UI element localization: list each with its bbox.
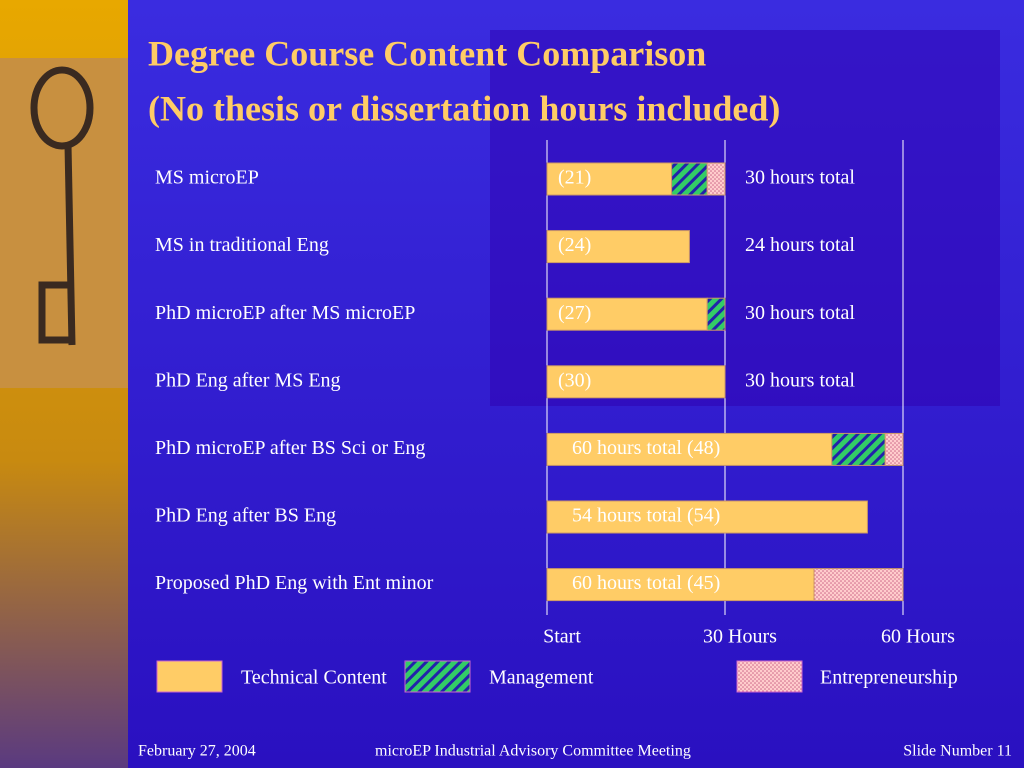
panel [490, 30, 1000, 406]
bar-segment [546, 432, 833, 466]
category-label: PhD Eng after MS Eng [155, 369, 341, 391]
total-label: 54 hours total [572, 505, 682, 527]
footer-slide: Slide Number 11 [903, 743, 1012, 760]
category-label: MS microEP [155, 167, 259, 189]
key [30, 66, 94, 346]
footer-meeting: microEP Industrial Advisory Committee Me… [375, 743, 691, 760]
total-label: 60 hours total [572, 437, 682, 459]
bar-segment [706, 162, 726, 196]
total-label: 30 hours total [745, 302, 855, 324]
bar-segment [813, 568, 904, 602]
total-label: 60 hours total [572, 572, 682, 594]
bar-segment [884, 432, 904, 466]
bar-segment [546, 365, 726, 399]
legend-swatch [156, 660, 223, 693]
total-label: 24 hours total [745, 234, 855, 256]
legend-label: Entrepreneurship [820, 667, 958, 689]
bar-segment [831, 432, 886, 466]
x-tick-label: 60 Hours [881, 626, 955, 648]
bar-segment [671, 162, 708, 196]
category-label: MS in traditional Eng [155, 234, 329, 256]
x-tick-label: 30 Hours [703, 626, 777, 648]
category-label: Proposed PhD Eng with Ent minor [155, 572, 434, 594]
value-label: (30) [558, 369, 591, 391]
x-tick-label: Start [543, 626, 581, 648]
chart-title: Degree Course Content Comparison [148, 33, 706, 73]
legend-label: Technical Content [241, 667, 387, 689]
total-label: 30 hours total [745, 369, 855, 391]
bar-segment [706, 297, 726, 331]
category-label: PhD microEP after BS Sci or Eng [155, 437, 425, 459]
value-label: (45) [687, 572, 720, 594]
legend-swatch [404, 660, 471, 693]
value-label: (48) [687, 437, 720, 459]
footer-date: February 27, 2004 [138, 743, 256, 760]
legend-swatch [736, 660, 803, 693]
key-photo [0, 58, 128, 388]
category-label: PhD Eng after BS Eng [155, 505, 336, 527]
value-label: (21) [558, 167, 591, 189]
value-label: (54) [687, 505, 720, 527]
value-label: (27) [558, 302, 591, 324]
bar-segment [546, 162, 673, 196]
value-label: (24) [558, 234, 591, 256]
legend-label: Management [489, 667, 594, 689]
total-label: 30 hours total [745, 167, 855, 189]
bar-segment [546, 500, 868, 534]
category-label: PhD microEP after MS microEP [155, 302, 415, 324]
bar-segment [546, 230, 690, 264]
chart-subtitle: (No thesis or dissertation hours include… [148, 88, 780, 128]
bar-segment [546, 297, 708, 331]
